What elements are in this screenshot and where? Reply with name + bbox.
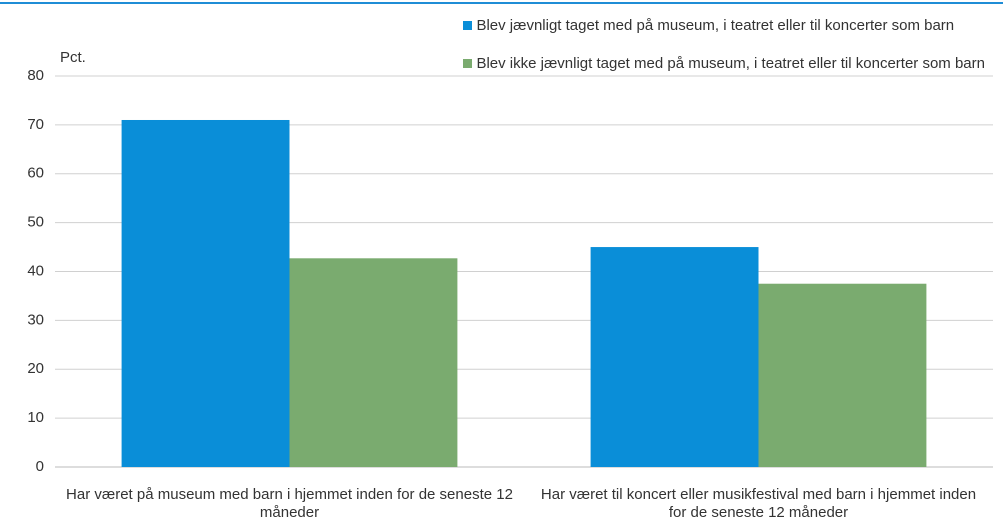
- top-rule: [0, 2, 1003, 4]
- x-tick-label: Har været til koncert eller musikfestiva…: [540, 486, 977, 521]
- y-tick-label: 60: [27, 165, 44, 182]
- legend-item: Blev ikke jævnligt taget med på museum, …: [463, 44, 985, 82]
- legend-item: Blev jævnligt taget med på museum, i tea…: [463, 6, 985, 44]
- legend-label: Blev jævnligt taget med på museum, i tea…: [476, 16, 955, 34]
- y-tick-label: 50: [27, 214, 44, 231]
- bar: [590, 247, 759, 467]
- legend: Blev jævnligt taget med på museum, i tea…: [463, 6, 985, 82]
- y-tick-label: 30: [27, 311, 44, 328]
- y-tick-label: 40: [27, 262, 44, 279]
- y-tick-label: 80: [27, 67, 44, 84]
- legend-swatch: [463, 58, 473, 68]
- y-tick-label: 10: [27, 409, 44, 426]
- bar: [121, 119, 290, 468]
- y-tick-label: 20: [27, 360, 44, 377]
- y-axis-label: Pct.: [60, 49, 86, 66]
- bar: [289, 258, 458, 467]
- x-tick-label: Har været på museum med barn i hjemmet i…: [66, 486, 513, 521]
- y-tick-label: 70: [27, 116, 44, 133]
- legend-swatch: [463, 20, 473, 30]
- legend-label: Blev ikke jævnligt taget med på museum, …: [476, 54, 985, 72]
- bar: [758, 283, 927, 467]
- y-tick-label: 0: [36, 458, 44, 475]
